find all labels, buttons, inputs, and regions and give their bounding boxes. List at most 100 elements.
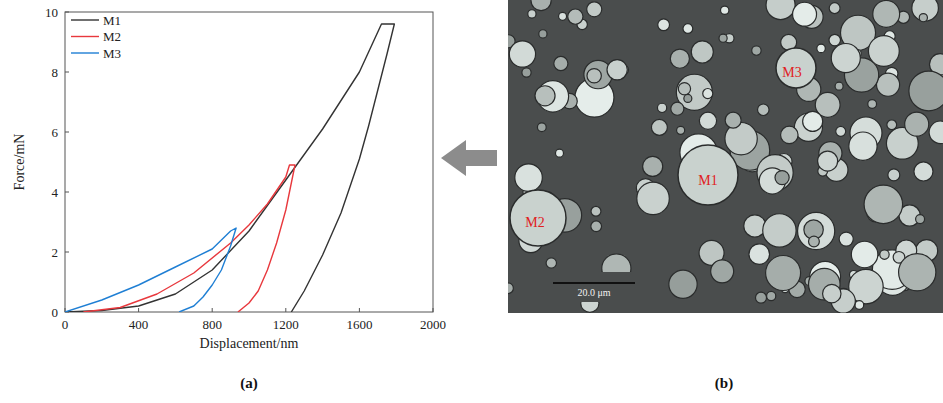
scale-bar (553, 282, 635, 284)
series-line (65, 228, 236, 312)
particle (678, 83, 690, 95)
y-tick-label: 10 (45, 5, 58, 20)
x-tick-label: 2000 (420, 317, 446, 332)
x-axis-title: Displacement/nm (200, 336, 299, 351)
particle (880, 250, 889, 259)
particle (528, 10, 536, 18)
x-tick-label: 1200 (273, 317, 299, 332)
particle (671, 102, 684, 115)
particle (914, 162, 933, 181)
x-tick (433, 308, 434, 312)
x-tick (359, 308, 360, 312)
particle (555, 149, 563, 157)
panel-letter: (a) (240, 375, 258, 392)
series-line (65, 24, 394, 312)
particle (684, 94, 692, 102)
x-tick (212, 308, 213, 312)
particle (591, 206, 601, 216)
legend-label: M2 (103, 29, 121, 44)
particle (916, 215, 925, 224)
legend-swatch (71, 52, 99, 53)
legend-label: M1 (103, 13, 121, 28)
plot-frame (65, 12, 433, 312)
canvas: 04008001200160020000246810Displacement/n… (0, 0, 943, 403)
y-tick-label: 6 (52, 125, 59, 140)
particle (868, 36, 899, 67)
series-group (65, 24, 394, 312)
particle (849, 132, 877, 160)
particle (643, 156, 663, 176)
particle (873, 0, 900, 27)
particle (587, 69, 601, 83)
scale-bar-patch (548, 272, 640, 302)
y-tick (65, 72, 69, 73)
particle (809, 236, 820, 247)
particle (817, 44, 826, 53)
particle (775, 171, 789, 185)
particle (767, 291, 776, 300)
particle (766, 0, 795, 20)
particle (591, 221, 602, 232)
particle (554, 56, 568, 70)
particle (836, 126, 846, 136)
particle (888, 169, 900, 181)
particle (546, 258, 556, 268)
particle (658, 19, 670, 31)
particle (758, 104, 769, 115)
micrograph-label: M1 (698, 173, 717, 188)
particle (651, 119, 667, 135)
particle (798, 212, 835, 249)
y-axis-title: Force/mN (12, 134, 27, 191)
micrograph-label: M2 (525, 215, 544, 230)
particle (559, 12, 567, 20)
scale-bar-label: 20.0 μm (577, 287, 610, 298)
particle (776, 48, 816, 88)
particle (669, 270, 697, 298)
particle (678, 145, 738, 205)
particle (725, 112, 741, 128)
y-tick (65, 192, 69, 193)
particle (568, 9, 583, 24)
particle (909, 71, 943, 111)
particle (699, 112, 716, 129)
y-tick-label: 2 (52, 245, 59, 260)
particle (752, 46, 761, 55)
particle (537, 123, 546, 132)
series-line (83, 165, 295, 312)
particle (683, 24, 693, 34)
particle (912, 0, 939, 21)
particle (818, 151, 838, 171)
arrow (441, 140, 497, 176)
particle (766, 256, 801, 291)
particle (607, 60, 627, 80)
legend-label: M3 (103, 46, 121, 61)
particle (515, 164, 543, 192)
particle (509, 41, 535, 67)
legend-swatch (71, 36, 99, 37)
particle (691, 41, 713, 63)
particle (919, 14, 927, 22)
particle (677, 126, 685, 134)
particle (803, 111, 823, 131)
particle (829, 34, 841, 46)
particle (763, 214, 796, 247)
particle (864, 185, 903, 224)
particle (905, 112, 929, 136)
x-tick-label: 1600 (346, 317, 372, 332)
particle (719, 34, 727, 42)
y-tick (65, 12, 69, 13)
particle (839, 232, 853, 246)
particle (522, 68, 531, 77)
particle (587, 2, 602, 17)
x-tick (138, 308, 139, 312)
particle (899, 254, 936, 291)
particle (877, 73, 900, 96)
micrograph-background (508, 0, 943, 313)
x-tick (285, 308, 286, 312)
particle (749, 244, 770, 265)
micrograph-label: M3 (782, 65, 801, 80)
particle (721, 6, 729, 14)
particle (868, 100, 877, 109)
figure: 04008001200160020000246810Displacement/n… (0, 0, 943, 403)
particle (835, 82, 843, 90)
